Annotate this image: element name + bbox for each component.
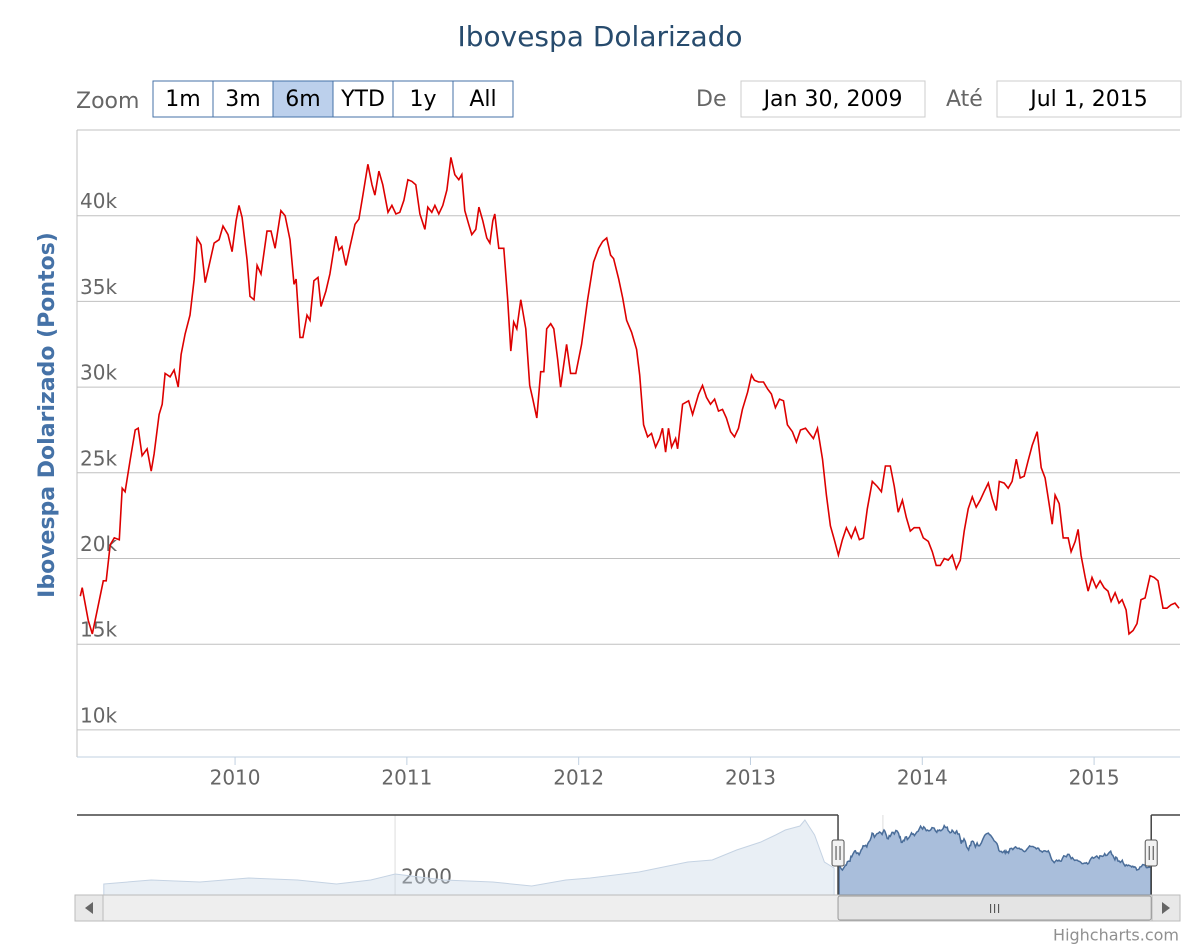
x-tick-label: 2013 [725, 766, 776, 790]
navigator-area [103, 819, 835, 896]
x-tick-label: 2011 [381, 766, 432, 790]
x-tick-label: 2015 [1069, 766, 1120, 790]
zoom-button[interactable] [212, 80, 274, 118]
x-tick-label: 2014 [897, 766, 948, 790]
credits[interactable]: Highcharts.com [1053, 926, 1179, 945]
from-input[interactable] [740, 80, 926, 118]
zoom-button-label[interactable]: 6m [285, 87, 320, 112]
y-tick-label: 25k [80, 446, 117, 470]
zoom-button-label[interactable]: 3m [225, 87, 260, 112]
y-axis-title: Ibovespa Dolarizado (Pontos) [35, 232, 60, 598]
zoom-button[interactable] [332, 80, 394, 118]
zoom-button-label[interactable]: All [469, 87, 496, 112]
from-date[interactable]: Jan 30, 2009 [762, 87, 903, 112]
zoom-button[interactable] [452, 80, 514, 118]
to-input[interactable] [996, 80, 1182, 118]
scroll-right-arrow[interactable] [1162, 902, 1170, 914]
navigator-handle-grip[interactable] [1148, 846, 1154, 860]
zoom-button-label[interactable]: YTD [340, 87, 385, 112]
navigator-selected-area [838, 823, 1152, 896]
x-tick-label: 2010 [210, 766, 261, 790]
scrollbar-grip[interactable] [990, 904, 1000, 913]
y-tick-label: 10k [80, 703, 117, 727]
y-tick-label: 30k [80, 361, 117, 385]
navigator-outline [77, 814, 1180, 895]
navigator-handle[interactable] [1144, 839, 1158, 867]
y-tick-label: 35k [80, 275, 117, 299]
chart-title: Ibovespa Dolarizado [457, 20, 742, 53]
navigator: 20002010 [77, 814, 1180, 896]
y-tick-label: 40k [80, 189, 117, 213]
line-series [79, 157, 1180, 636]
navigator-handle[interactable] [831, 839, 845, 867]
x-tick-label: 2012 [553, 766, 604, 790]
to-date[interactable]: Jul 1, 2015 [1028, 87, 1148, 112]
zoom-button-label[interactable]: 1m [165, 87, 200, 112]
zoom-button[interactable] [152, 80, 214, 118]
navigator-handle-grip[interactable] [835, 846, 841, 860]
zoom-label: Zoom [76, 89, 139, 114]
from-label: De [696, 87, 726, 112]
to-label: Até [946, 87, 983, 112]
y-tick-label: 15k [80, 618, 117, 642]
scroll-left-arrow[interactable] [85, 902, 93, 914]
zoom-button[interactable] [392, 80, 454, 118]
navigator-tick-label: 2000 [401, 865, 452, 889]
y-tick-label: 20k [80, 532, 117, 556]
zoom-button-label[interactable]: 1y [409, 87, 436, 112]
